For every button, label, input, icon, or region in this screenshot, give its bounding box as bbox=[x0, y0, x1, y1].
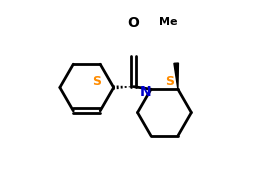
Text: S: S bbox=[165, 75, 174, 88]
Text: S: S bbox=[92, 75, 101, 88]
Polygon shape bbox=[174, 63, 178, 89]
Text: O: O bbox=[128, 16, 140, 30]
Text: N: N bbox=[140, 85, 152, 99]
Text: Me: Me bbox=[159, 16, 178, 27]
